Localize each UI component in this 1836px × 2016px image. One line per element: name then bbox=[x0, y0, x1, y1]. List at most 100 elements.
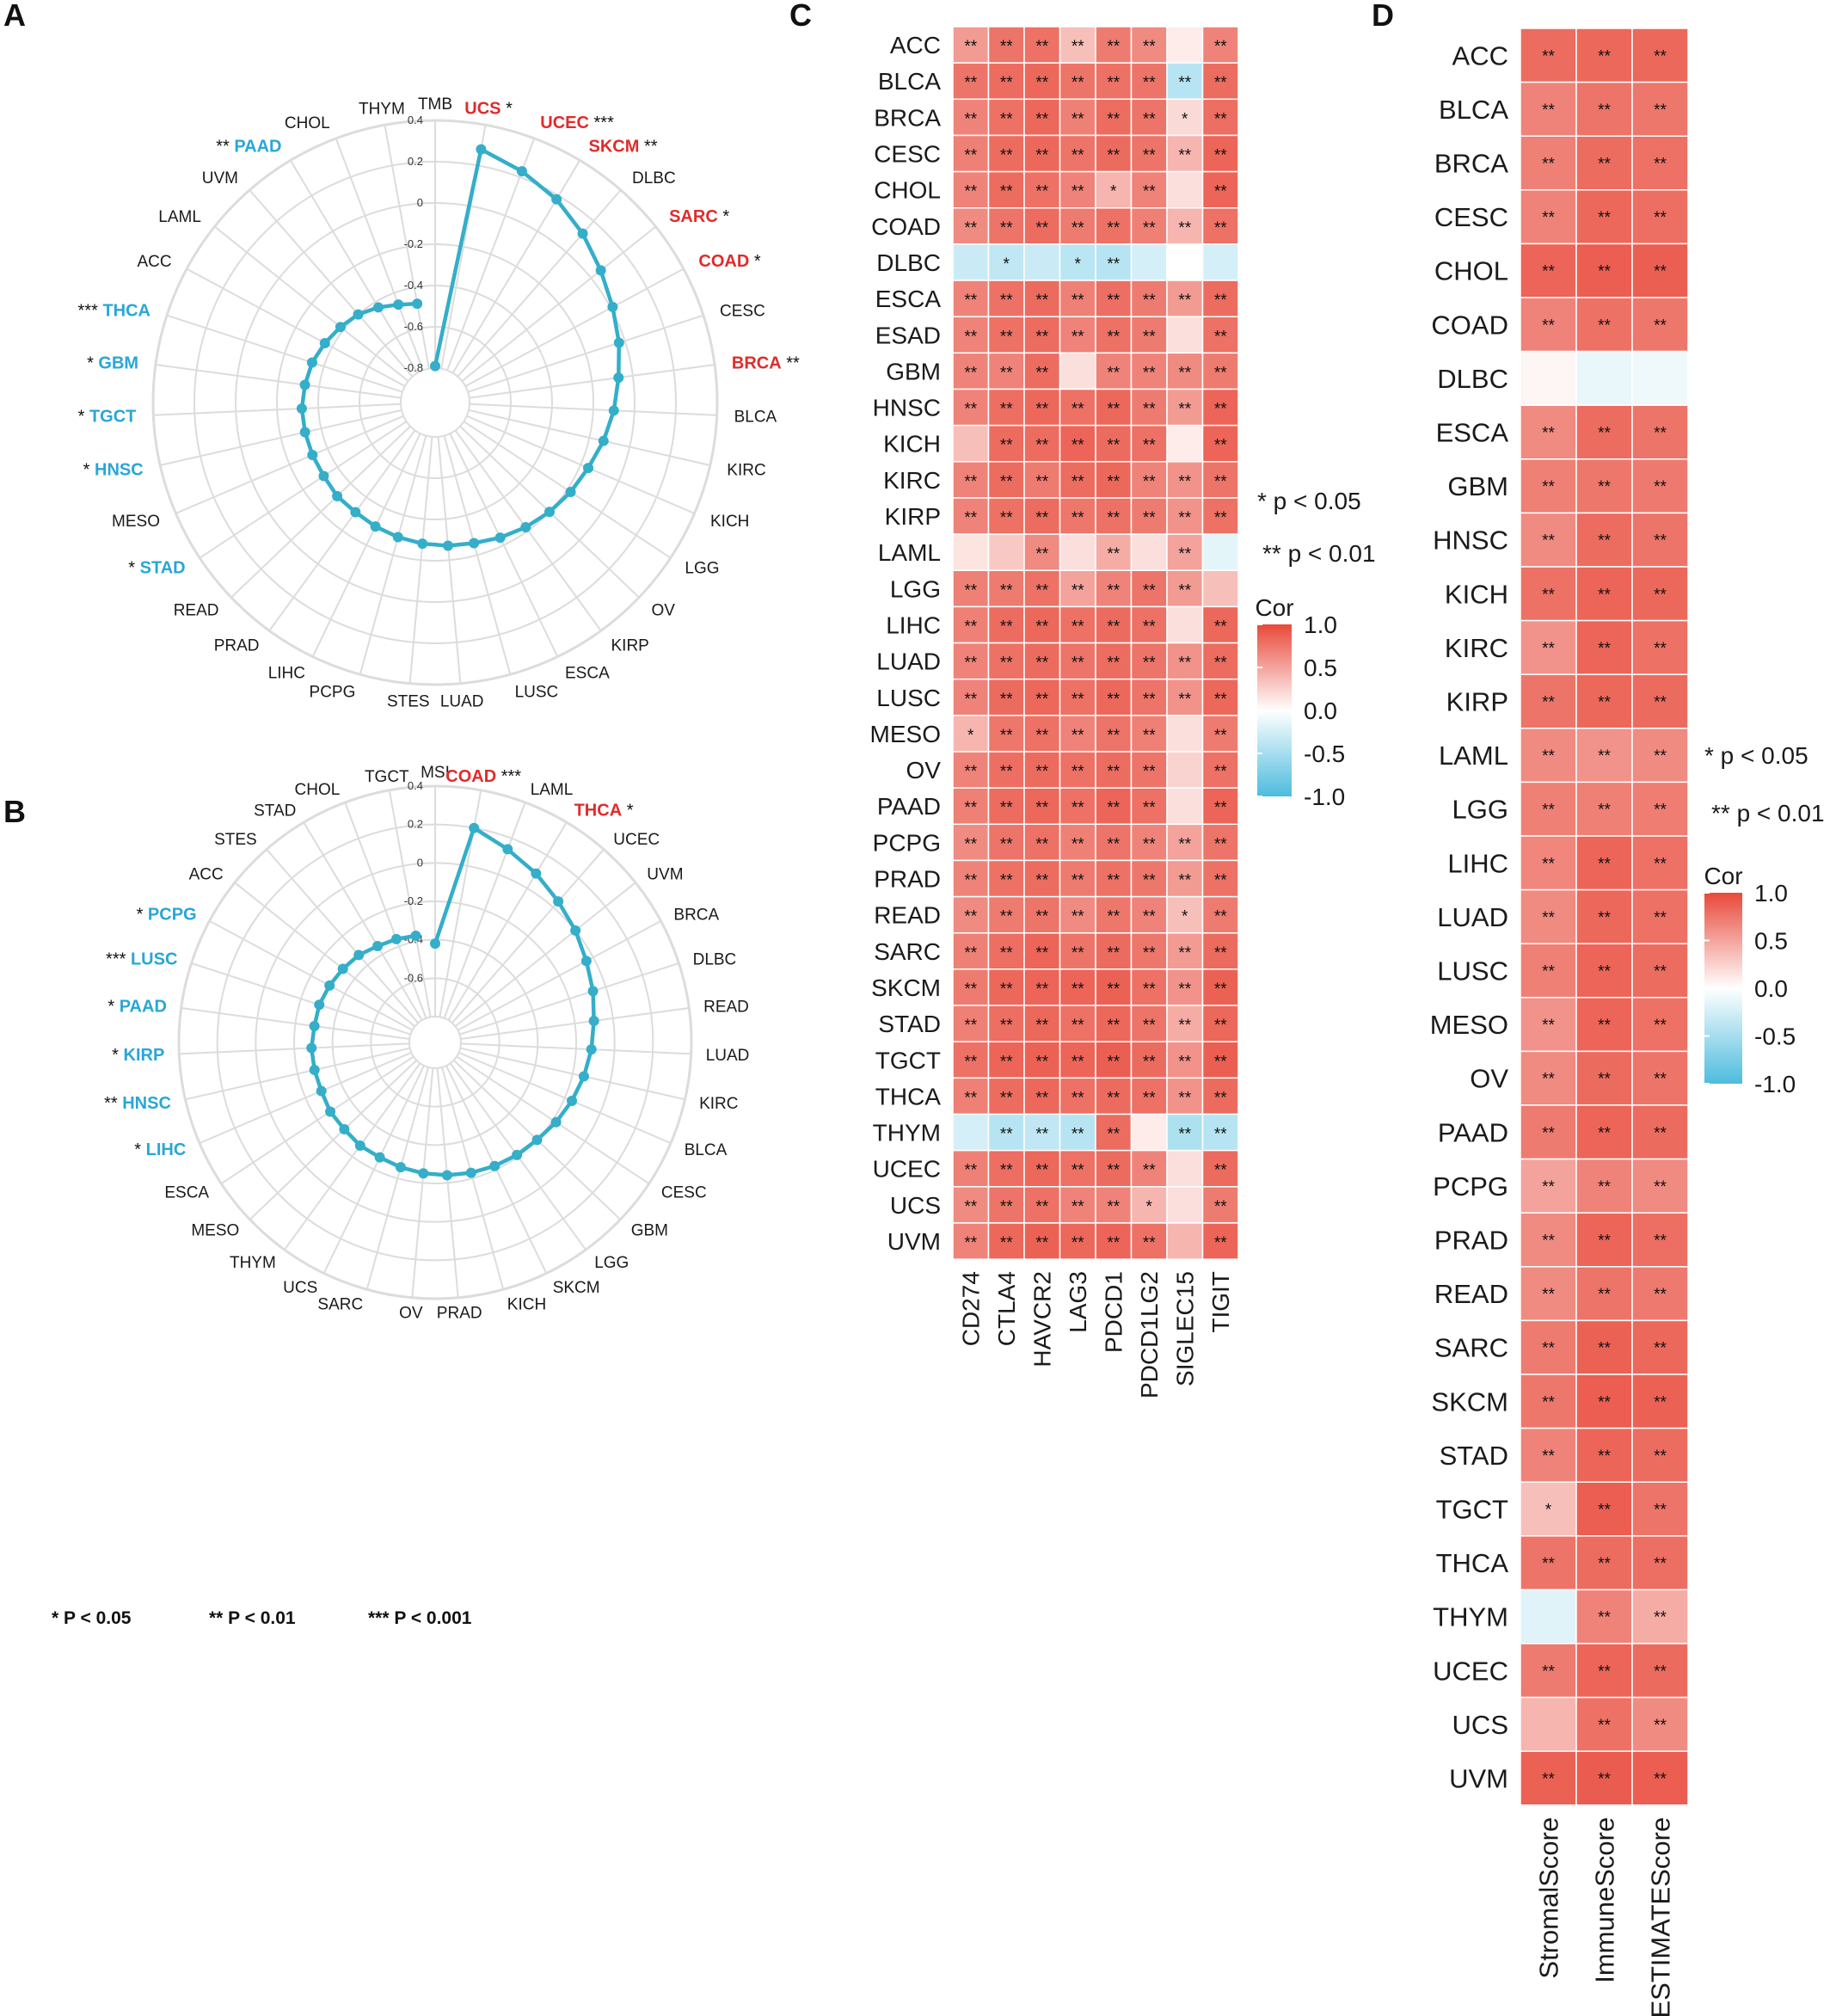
radar-point-acc bbox=[337, 963, 348, 974]
radar-spoke bbox=[460, 1042, 691, 1055]
radar-label-laml: LAML bbox=[531, 781, 574, 799]
radar-inner-ring bbox=[408, 1016, 462, 1069]
heat-sig: ** bbox=[1598, 156, 1611, 174]
heat-sig: ** bbox=[1178, 74, 1191, 92]
heat-cell-uvm-lag3 bbox=[1059, 1222, 1096, 1260]
heat-sig: ** bbox=[1035, 763, 1048, 781]
heat-row-label-paad: PAAD bbox=[877, 793, 941, 820]
radar-label-lgg: LGG bbox=[685, 560, 719, 578]
heat-sig: ** bbox=[1598, 694, 1611, 712]
heat-sig: ** bbox=[1107, 581, 1120, 599]
radar-point-kich bbox=[583, 463, 594, 474]
heat-sig: ** bbox=[1542, 1555, 1555, 1573]
heat-sig: ** bbox=[1072, 799, 1084, 817]
heat-row-label-chol: CHOL bbox=[1434, 256, 1508, 286]
heat-cell-meso-havcr2 bbox=[1023, 715, 1061, 753]
heat-sig: ** bbox=[1143, 183, 1156, 201]
heat-sig: ** bbox=[1143, 147, 1156, 165]
heat-cell-blca-ctla4 bbox=[987, 62, 1025, 101]
heat-cell-sarc-estimatescore bbox=[1631, 1319, 1689, 1375]
heat-cell-thym-stromalscore bbox=[1520, 1589, 1577, 1644]
heat-cell-esca-havcr2 bbox=[1023, 280, 1061, 317]
heat-cell-esad-havcr2 bbox=[1023, 316, 1061, 354]
radar-label-dlbc: DLBC bbox=[693, 951, 737, 969]
heat-sig: ** bbox=[1107, 908, 1120, 926]
heat-sig: ** bbox=[964, 872, 977, 890]
heat-sig: ** bbox=[1107, 944, 1120, 962]
color-legend-label: -1.0 bbox=[1754, 1071, 1796, 1097]
heat-sig: ** bbox=[1000, 328, 1013, 346]
heat-sig: ** bbox=[1000, 727, 1013, 745]
heat-sig: ** bbox=[1072, 219, 1084, 237]
heat-cell-tgct-estimatescore bbox=[1631, 1481, 1689, 1537]
heat-cell-thca-pdcd1lg2 bbox=[1130, 1077, 1168, 1116]
radar-point-stes bbox=[353, 950, 365, 961]
heat-cell-skcm-tigit bbox=[1201, 968, 1239, 1006]
radar-spoke bbox=[160, 409, 402, 466]
radar-grid bbox=[177, 784, 693, 1300]
heat-cell-pcpg-siglec15 bbox=[1166, 823, 1204, 862]
radar-label-thca: THCA * bbox=[574, 802, 634, 821]
heat-cell-acc-ctla4 bbox=[987, 26, 1025, 64]
radar-label-thym: THYM bbox=[230, 1254, 276, 1272]
heat-cell-prad-immunescore bbox=[1575, 1212, 1633, 1268]
radar-spoke bbox=[411, 1067, 434, 1298]
heat-cell-paad-pdcd1lg2 bbox=[1130, 787, 1168, 826]
heat-sig: ** bbox=[1598, 1340, 1611, 1358]
heat-cell-stad-tigit bbox=[1201, 1005, 1239, 1042]
heat-sig: ** bbox=[1143, 74, 1156, 92]
color-legend-label: 0.5 bbox=[1304, 655, 1337, 681]
heat-row-label-blca: BLCA bbox=[1439, 95, 1508, 125]
heat-cell-stad-immunescore bbox=[1575, 1427, 1633, 1483]
heat-sig: ** bbox=[1143, 655, 1156, 673]
heat-cell-lihc-tigit bbox=[1201, 605, 1239, 644]
heat-cell-chol-tigit bbox=[1201, 170, 1239, 209]
heat-sig: ** bbox=[1178, 401, 1191, 419]
heat-col-label-lag3: LAG3 bbox=[1065, 1271, 1091, 1333]
heat-sig: ** bbox=[1143, 437, 1156, 455]
heat-sig: ** bbox=[1035, 727, 1048, 745]
radar-point-esca bbox=[494, 532, 506, 544]
heat-cell-lgg-pdcd1lg2 bbox=[1130, 569, 1168, 608]
radar-spoke bbox=[344, 802, 427, 1019]
heat-sig: ** bbox=[1000, 655, 1013, 673]
radar-label-ov: OV bbox=[652, 602, 676, 620]
heat-col-label-cd274: CD274 bbox=[958, 1271, 985, 1346]
radar-r-tick: -0.2 bbox=[404, 237, 423, 250]
heat-cell-lusc-ctla4 bbox=[987, 678, 1025, 716]
heat-sig: * bbox=[1004, 255, 1010, 274]
heat-row-label-thca: THCA bbox=[875, 1083, 942, 1109]
heat-sig: ** bbox=[1000, 473, 1013, 491]
radar-label-thca: *** THCA bbox=[78, 302, 150, 321]
heat-sig: * bbox=[1110, 183, 1117, 201]
heat-cell-pcpg-lag3 bbox=[1059, 823, 1096, 862]
heat-sig: ** bbox=[1542, 963, 1555, 981]
radar-label-stad: STAD bbox=[254, 802, 296, 821]
heat-row-label-thym: THYM bbox=[873, 1120, 941, 1146]
heat-sig: ** bbox=[1035, 799, 1048, 817]
heat-sig: ** bbox=[1654, 694, 1667, 712]
heat-sig: ** bbox=[1542, 1447, 1555, 1466]
heat-cell-gbm-estimatescore bbox=[1631, 458, 1689, 514]
heat-cell-chol-lag3 bbox=[1059, 170, 1096, 209]
heat-cell-lusc-immunescore bbox=[1575, 943, 1633, 999]
radar-r-tick: -0.2 bbox=[404, 894, 423, 907]
radar-point-msi bbox=[430, 938, 440, 950]
radar-label-hnsc: ** HNSC bbox=[104, 1094, 171, 1113]
heat-sig: ** bbox=[1654, 1232, 1667, 1251]
heat-cell-lusc-estimatescore bbox=[1631, 943, 1689, 999]
heat-sig: ** bbox=[1000, 401, 1013, 419]
heat-sig: ** bbox=[1035, 1126, 1048, 1144]
heat-cell-kirc-stromalscore bbox=[1520, 619, 1577, 675]
heat-cell-luad-pdcd1 bbox=[1095, 642, 1133, 680]
heat-sig: ** bbox=[1542, 47, 1555, 65]
heat-sig: ** bbox=[1035, 437, 1048, 455]
radar-label-tgct: TGCT bbox=[365, 768, 409, 786]
heat-sig: ** bbox=[1072, 147, 1084, 165]
heat-cell-paad-siglec15 bbox=[1166, 787, 1204, 826]
panel-label-d: D bbox=[1372, 0, 1394, 33]
heat-sig: ** bbox=[964, 74, 977, 92]
heat-row-label-kich: KICH bbox=[1445, 579, 1508, 609]
radar-point-uvm bbox=[570, 925, 581, 936]
heat-sig: ** bbox=[1072, 38, 1084, 56]
